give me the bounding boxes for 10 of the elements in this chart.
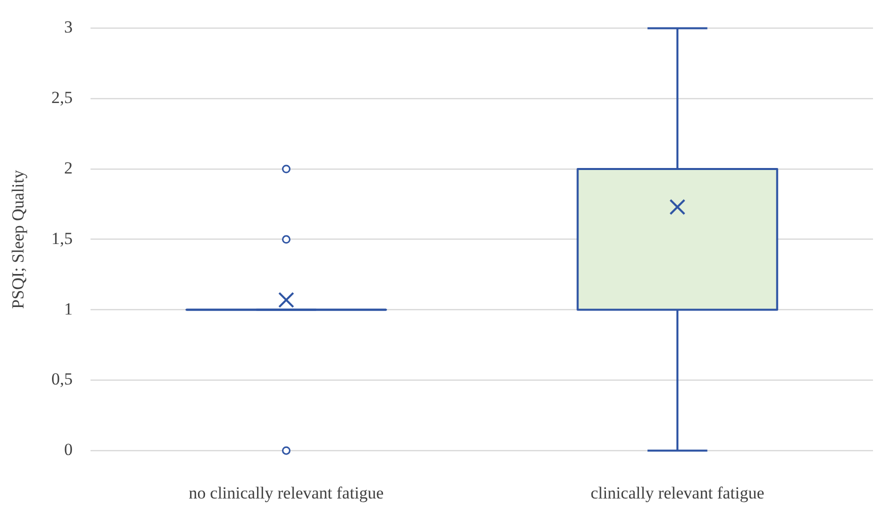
y-tick-label: 1	[64, 299, 73, 318]
y-tick-label: 2	[64, 158, 73, 178]
y-tick-label: 3	[64, 18, 73, 37]
x-tick-label: no clinically relevant fatigue	[188, 483, 384, 502]
y-tick-label: 0,5	[51, 370, 73, 389]
y-tick-label: 0	[64, 440, 73, 460]
y-tick-label: 2,5	[51, 88, 73, 108]
x-tick-label: clinically relevant fatigue	[590, 483, 764, 502]
y-tick-label: 1,5	[51, 228, 73, 248]
y-axis-title: PSQI; Sleep Quality	[8, 169, 28, 309]
